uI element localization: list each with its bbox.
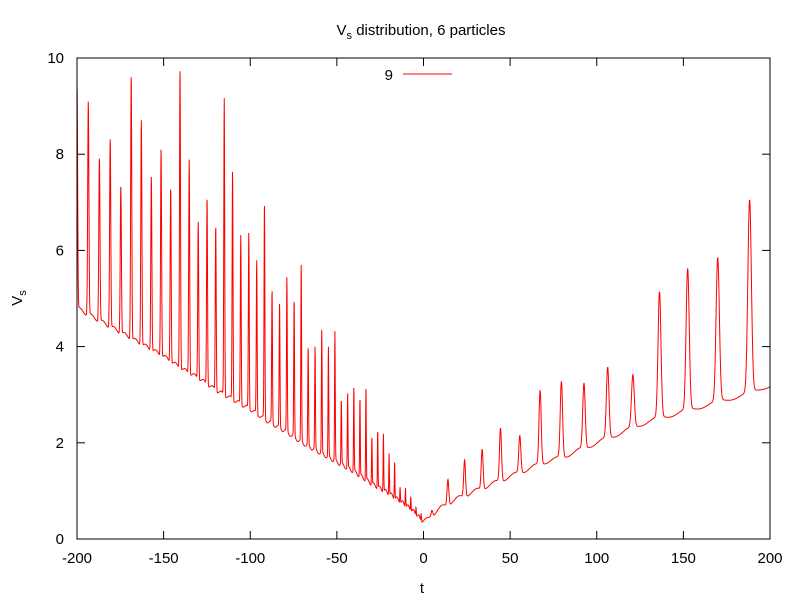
x-axis-title: t [420,580,425,597]
x-tick-label: -200 [62,550,92,567]
legend: 9 [385,67,452,84]
x-tick-label: 150 [671,550,696,567]
y-axis-title-main: V [9,296,26,306]
chart-title-sub: s [347,30,353,42]
series-9-line [76,71,771,523]
chart-title-main: V [337,22,347,39]
y-tick-label: 8 [56,146,64,163]
x-tick-label: -100 [235,550,265,567]
x-tick-label: 50 [502,550,519,567]
y-tick-label: 0 [56,531,64,548]
x-tick-label: 0 [419,550,427,567]
series-layer [76,71,771,523]
x-tick-label: -50 [326,550,348,567]
x-tick-label: -150 [149,550,179,567]
x-tick-label: 200 [757,550,782,567]
legend-label: 9 [385,67,393,84]
y-tick-label: 2 [56,435,64,452]
y-axis-title-sub: s [17,290,29,296]
y-axis-title: Vs [9,290,29,306]
chart-title: Vs distribution, 6 particles [337,22,506,42]
y-tick-label: 6 [56,242,64,259]
x-tick-label: 100 [584,550,609,567]
plot-frame [76,57,771,540]
y-tick-label: 10 [47,50,64,67]
y-tick-label: 4 [56,339,64,356]
chart-title-rest: distribution, 6 particles [352,22,505,39]
ticks-layer: -200 -150 -100 -50 0 50 100 150 200 0 2 4 6 8 10 [47,50,782,567]
